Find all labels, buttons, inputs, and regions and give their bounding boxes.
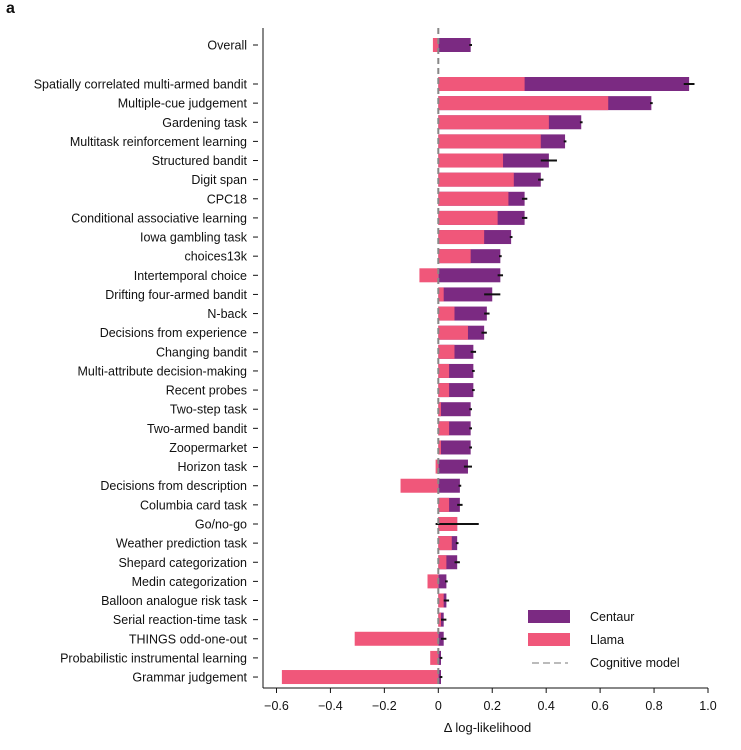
llama-bar [438,325,468,340]
llama-bar [438,363,450,378]
category-label: Go/no-go [195,517,247,531]
llama-bar [438,210,498,225]
category-label: Intertemporal choice [134,269,247,283]
category-label: Drifting four-armed bandit [105,288,247,302]
x-tick-label: 0.4 [537,699,554,713]
llama-bar [438,383,450,398]
centaur-bar [438,287,493,302]
llama-bar [432,38,439,52]
llama-bar [438,497,450,512]
category-label: Probabilistic instrumental learning [60,651,247,665]
llama-bar [438,421,450,436]
category-label: Overall [207,39,247,53]
x-tick-label: 1.0 [699,699,716,713]
x-tick-label: 0.8 [645,699,662,713]
category-label: Conditional associative learning [71,211,247,225]
centaur-bar [438,459,468,474]
llama-bar [427,574,439,589]
llama-bar [438,306,455,321]
llama-bar [281,670,439,685]
category-label: Balloon analogue risk task [101,594,248,608]
llama-bar [438,402,441,417]
category-label: Digit span [191,173,247,187]
x-tick-label: 0.2 [484,699,501,713]
x-tick-label: −0.6 [264,699,289,713]
category-label: Multitask reinforcement learning [70,135,247,149]
category-label: Horizon task [178,460,248,474]
error-bars [435,44,695,679]
category-label: Iowa gambling task [140,231,248,245]
llama-bar [438,440,441,455]
category-label: Decisions from experience [100,326,247,340]
llama-bar [400,478,439,493]
category-label: Gardening task [162,116,248,130]
category-label: N-back [207,307,247,321]
llama-bar [438,153,504,168]
category-label: Weather prediction task [116,537,248,551]
x-tick-label: 0 [435,699,442,713]
llama-bar [438,287,444,302]
category-label: Multiple-cue judgement [118,97,248,111]
category-label: Two-armed bandit [147,422,248,436]
legend-label-cognitive-model: Cognitive model [590,656,680,670]
category-label: Columbia card task [140,498,248,512]
centaur-bar [438,38,471,52]
llama-bar [438,593,444,608]
category-labels: Overall Spatially correlated multi-armed … [34,39,258,685]
legend-label-centaur: Centaur [590,610,634,624]
llama-bars [281,38,609,685]
legend-swatch-llama [528,633,570,646]
category-label: Multi-attribute decision-making [77,364,247,378]
centaur-bar [438,574,447,589]
category-label: Medin categorization [132,575,247,589]
x-tick-label: −0.2 [372,699,397,713]
llama-bar [438,191,509,206]
category-label: THINGS odd-one-out [129,632,248,646]
llama-bar [354,631,439,646]
category-label: Shepard categorization [118,556,247,570]
centaur-bar [438,478,460,493]
llama-bar [438,612,441,627]
category-label: Spatially correlated multi-armed bandit [34,78,248,92]
x-tick-label: −0.4 [318,699,343,713]
llama-bar [419,268,439,283]
x-ticks: −0.6 −0.4 −0.2 0 0.2 0.4 0.6 0.8 1.0 [264,688,717,713]
centaur-bar [438,268,501,283]
category-label: Two-step task [170,403,248,417]
llama-bar [435,459,439,474]
llama-bar [438,249,471,264]
panel-label: a [6,0,15,17]
llama-bar [438,230,485,245]
llama-bar [438,96,609,111]
category-label: Structured bandit [152,154,248,168]
llama-bar [438,134,541,149]
category-label: Decisions from description [100,479,247,493]
llama-bar [430,650,439,665]
axes: −0.6 −0.4 −0.2 0 0.2 0.4 0.6 0.8 1.0 Δ log-likel… [262,28,717,735]
x-tick-label: 0.6 [591,699,608,713]
centaur-bar [438,440,471,455]
category-label: Changing bandit [156,345,248,359]
llama-bar [438,77,525,91]
llama-bar [438,172,514,187]
legend-label-llama: Llama [590,633,624,647]
llama-bar [438,555,447,570]
category-label: Zoopermarket [169,441,247,455]
llama-bar [438,115,549,130]
category-label: Serial reaction-time task [113,613,248,627]
category-label: choices13k [184,250,247,264]
legend: Centaur Llama Cognitive model [528,610,680,670]
llama-bar [438,536,452,551]
llama-bar [438,344,455,359]
category-label: Grammar judgement [132,671,247,685]
centaur-bar [438,402,471,417]
legend-swatch-centaur [528,610,570,623]
x-axis-title: Δ log-likelihood [444,720,531,735]
category-label: CPC18 [207,192,247,206]
category-label: Recent probes [166,384,247,398]
